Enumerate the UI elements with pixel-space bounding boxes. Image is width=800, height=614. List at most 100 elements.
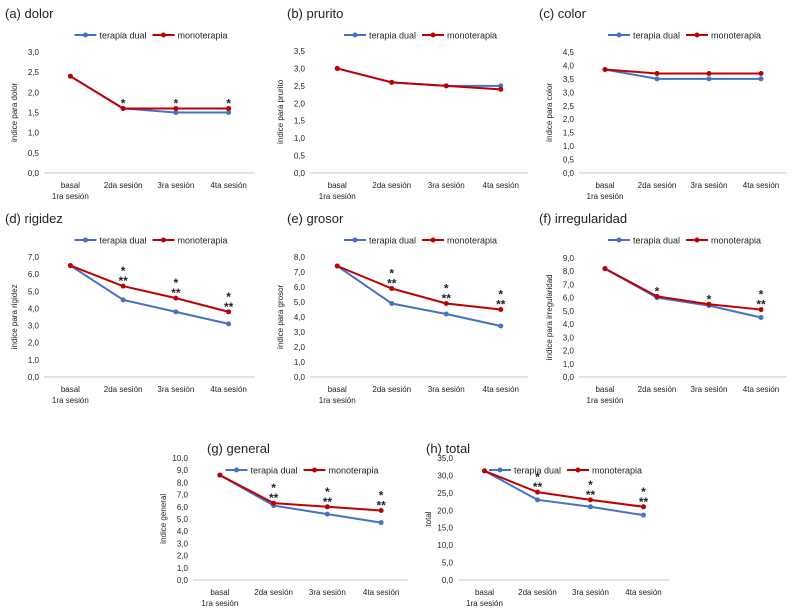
x-tick-label: 3ra sesión [691, 385, 728, 394]
data-point [67, 73, 73, 79]
x-tick-label: 3ra sesión [572, 588, 609, 597]
y-tick-label: 1,0 [563, 142, 575, 151]
y-tick-label: 8,0 [294, 253, 306, 262]
legend-label: monoterapia [711, 31, 761, 41]
data-point [758, 307, 764, 313]
y-tick-label: 2,5 [563, 102, 575, 111]
y-tick-label: 2,0 [563, 115, 575, 124]
data-point [758, 71, 764, 77]
y-tick-label: 7,0 [28, 253, 40, 262]
data-point [498, 307, 504, 312]
panel-title: (b) prurito [287, 6, 343, 21]
significance-marker: ** [171, 286, 181, 300]
series-line [604, 68, 761, 80]
series-line [69, 75, 229, 110]
significance-marker: * [271, 481, 276, 495]
significance-marker: * [174, 276, 179, 290]
data-point [378, 507, 384, 513]
y-tick-label: 1,0 [28, 129, 40, 138]
significance-marker: ** [269, 491, 279, 505]
significance-marker: ** [533, 480, 543, 494]
significance-marker: ** [118, 274, 128, 288]
y-tick-label: 2,0 [294, 343, 306, 352]
series-line [69, 75, 229, 114]
chart-panel-8: (h) total terapia dual monoterapia 0,0 5,0 10… [424, 441, 670, 608]
legend-label: terapia dual [633, 31, 680, 41]
y-axis-label: índice para dolor [10, 82, 19, 142]
data-point [588, 504, 593, 510]
y-tick-label: 0,0 [563, 169, 575, 178]
significance-marker: * [444, 282, 449, 296]
significance-marker: * [226, 96, 231, 110]
y-axis-label: índice para prurito [276, 79, 285, 144]
data-point [602, 66, 608, 72]
series-line [484, 469, 644, 508]
y-tick-label: 5,0 [177, 515, 189, 524]
legend-label: terapia dual [369, 236, 416, 246]
x-tick-label: 2da sesión [372, 385, 411, 394]
y-tick-label: 6,0 [563, 294, 575, 303]
panel-title: (a) dolor [5, 6, 54, 21]
data-point [226, 105, 232, 111]
x-tick-label: 4ta sesión [483, 181, 519, 190]
x-tick-label: 3ra sesión [309, 588, 346, 597]
data-point [443, 311, 449, 317]
legend-swatch-marker [430, 237, 436, 243]
legend-swatch-marker [83, 32, 88, 38]
data-point [334, 65, 340, 71]
significance-marker: * [174, 96, 179, 110]
y-tick-label: 4,0 [28, 304, 40, 313]
data-point [654, 71, 660, 77]
y-tick-label: 0,5 [28, 149, 40, 158]
y-tick-label: 30,0 [437, 471, 453, 480]
data-point [706, 301, 712, 307]
data-point [226, 110, 232, 115]
y-tick-label: 3,0 [563, 333, 575, 342]
x-tick-label: 2da sesión [638, 181, 677, 190]
y-tick-label: 1,0 [563, 360, 575, 369]
y-tick-label: 1,0 [28, 356, 40, 365]
y-tick-label: 5,0 [28, 287, 40, 296]
series-line [336, 265, 501, 327]
y-tick-label: 2,0 [563, 347, 575, 356]
x-tick-label: basal [61, 181, 80, 190]
x-tick-label: basal [475, 588, 494, 597]
legend-swatch-marker [497, 467, 503, 473]
panel-title: (h) total [426, 441, 470, 456]
x-tick-label: 4ta sesión [743, 385, 779, 394]
legend-swatch-marker [616, 237, 622, 243]
y-axis-label: índice para irregularidad [545, 274, 554, 360]
data-point [498, 83, 504, 89]
significance-marker: * [759, 288, 764, 302]
significance-marker: ** [586, 488, 596, 502]
y-tick-label: 7,0 [294, 268, 306, 277]
y-tick-label: 0,0 [177, 576, 189, 585]
y-tick-label: 20,0 [437, 506, 453, 515]
series-line [604, 68, 761, 75]
y-tick-label: 10,0 [172, 454, 188, 463]
y-tick-label: 3,0 [28, 322, 40, 331]
legend-label: terapia dual [369, 31, 416, 41]
x-tick-label: 1ra sesión [466, 599, 503, 608]
legend-label: monoterapia [178, 31, 228, 41]
y-tick-label: 1,5 [294, 117, 306, 126]
y-tick-label: 2,0 [177, 552, 189, 561]
legend-label: monoterapia [178, 236, 228, 246]
x-tick-label: basal [595, 181, 614, 190]
data-point [602, 266, 608, 272]
data-point [641, 512, 646, 518]
x-tick-label: 1ra sesión [319, 192, 356, 201]
significance-marker: ** [376, 498, 386, 512]
data-point [271, 500, 277, 506]
x-tick-label: 2da sesión [518, 588, 557, 597]
data-point [120, 283, 126, 289]
y-tick-label: 2,5 [28, 68, 40, 77]
legend-label: monoterapia [447, 31, 497, 41]
x-tick-label: 3ra sesión [157, 385, 194, 394]
data-point [389, 79, 395, 85]
x-tick-label: 4ta sesión [743, 181, 779, 190]
x-tick-label: 3ra sesión [691, 181, 728, 190]
chart-panel-3: (c) color terapia dual monoterapia 0,0 0,5 1,… [539, 6, 787, 201]
x-tick-label: 4ta sesión [625, 588, 661, 597]
y-tick-label: 3,0 [294, 64, 306, 73]
